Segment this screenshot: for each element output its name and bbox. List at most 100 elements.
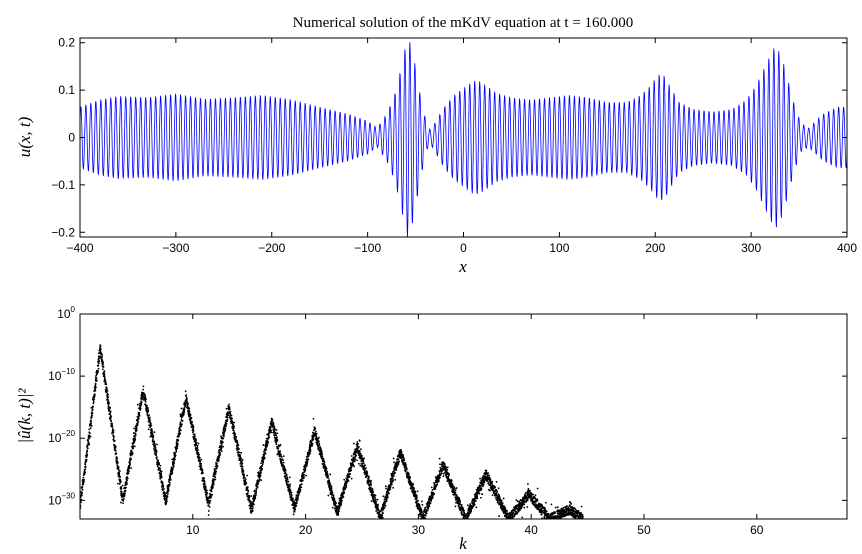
- spectrum-point: [436, 476, 439, 479]
- spectrum-point: [128, 465, 131, 468]
- spectrum-point: [412, 482, 414, 485]
- spectrum-point: [244, 484, 246, 486]
- spectrum-point: [81, 488, 84, 491]
- spectrum-point: [212, 485, 214, 488]
- spectrum-point: [381, 514, 384, 517]
- spectrum-point: [479, 477, 481, 480]
- spectrum-point: [220, 435, 222, 438]
- spectrum-point: [536, 500, 539, 502]
- spectrum-point: [240, 457, 242, 460]
- spectrum-point: [353, 465, 356, 468]
- spectrum-point: [158, 463, 161, 466]
- spectrum-point: [200, 462, 202, 465]
- spectrum-point: [101, 363, 104, 366]
- spectrum-point: [105, 391, 108, 394]
- spectrum-point: [270, 429, 273, 432]
- spectrum-point: [250, 501, 252, 503]
- spectrum-point: [416, 501, 418, 503]
- spectrum-point: [187, 402, 190, 405]
- spectrum-point: [237, 446, 239, 449]
- spectrum-point: [475, 506, 478, 509]
- spectrum-point: [532, 493, 534, 496]
- spectrum-point: [159, 477, 162, 480]
- spectrum-point: [492, 488, 495, 490]
- spectrum-point: [210, 490, 213, 493]
- spectrum-point: [155, 451, 158, 454]
- spectrum-point: [342, 496, 345, 498]
- spectrum-point: [327, 477, 330, 479]
- spectrum-point: [248, 496, 251, 498]
- spectrum-point: [186, 401, 189, 403]
- spectrum-point: [372, 491, 374, 494]
- spectrum-point: [115, 452, 118, 455]
- spectrum-point: [210, 495, 213, 498]
- spectrum-point: [220, 443, 223, 446]
- spectrum-point: [278, 445, 281, 448]
- spectrum-point: [176, 447, 179, 450]
- spectrum-point: [98, 356, 101, 359]
- spectrum-point: [392, 457, 395, 460]
- spectrum-point: [139, 407, 142, 410]
- spectrum-point: [289, 489, 292, 492]
- spectrum-point: [119, 475, 121, 478]
- spectrum-point: [211, 484, 214, 486]
- spectrum-point: [421, 500, 423, 503]
- spectrum-point: [149, 419, 151, 422]
- spectrum-point: [173, 460, 176, 463]
- spectrum-point: [464, 512, 466, 515]
- spectrum-point: [348, 475, 351, 478]
- spectrum-point: [83, 480, 85, 483]
- spectrum-point: [150, 424, 153, 427]
- spectrum-point: [177, 439, 180, 442]
- spectrum-point: [252, 506, 254, 508]
- spectrum-point: [97, 367, 100, 370]
- spectrum-point: [183, 408, 186, 411]
- spectrum-point: [276, 445, 279, 448]
- spectrum-point: [208, 501, 211, 504]
- spectrum-point: [255, 488, 258, 490]
- spectrum-point: [350, 477, 353, 480]
- spectrum-point: [371, 488, 374, 491]
- spectrum-point: [377, 503, 380, 506]
- spectrum-point: [133, 427, 136, 430]
- spectrum-point: [470, 509, 473, 512]
- spectrum-point: [282, 455, 285, 458]
- spectrum-point: [301, 479, 304, 482]
- spectrum-point: [455, 495, 458, 497]
- spectrum-point: [112, 435, 115, 438]
- spectrum-point: [523, 503, 525, 506]
- spectrum-point: [135, 429, 138, 432]
- spectrum-point: [117, 469, 120, 471]
- top-x-tick-label: −200: [258, 241, 285, 255]
- spectrum-point: [454, 491, 457, 494]
- spectrum-point: [136, 422, 139, 425]
- spectrum-point: [130, 449, 133, 452]
- spectrum-point: [107, 403, 110, 406]
- spectrum-point: [275, 443, 278, 446]
- spectrum-point: [160, 470, 163, 473]
- spectrum-point: [356, 444, 359, 447]
- spectrum-point: [480, 488, 483, 491]
- spectrum-point: [133, 445, 136, 448]
- spectrum-point: [260, 479, 263, 482]
- chart-title: Numerical solution of the mKdV equation …: [293, 15, 634, 31]
- spectrum-point: [397, 458, 400, 460]
- spectrum-point: [135, 426, 138, 429]
- spectrum-point: [174, 452, 176, 455]
- spectrum-point: [188, 407, 191, 410]
- spectrum-point: [309, 449, 312, 452]
- spectrum-point: [340, 499, 343, 502]
- spectrum-points: [80, 344, 584, 519]
- spectrum-point: [100, 348, 102, 351]
- spectrum-point: [258, 478, 261, 481]
- spectrum-point: [214, 476, 217, 478]
- spectrum-point: [207, 504, 210, 507]
- spectrum-point: [195, 438, 197, 441]
- spectrum-point: [95, 377, 98, 379]
- spectrum-point: [140, 403, 143, 406]
- spectrum-point: [96, 379, 98, 382]
- spectrum-point: [509, 516, 512, 518]
- spectrum-point: [474, 499, 477, 502]
- spectrum-point: [113, 439, 116, 442]
- spectrum-point: [521, 504, 524, 507]
